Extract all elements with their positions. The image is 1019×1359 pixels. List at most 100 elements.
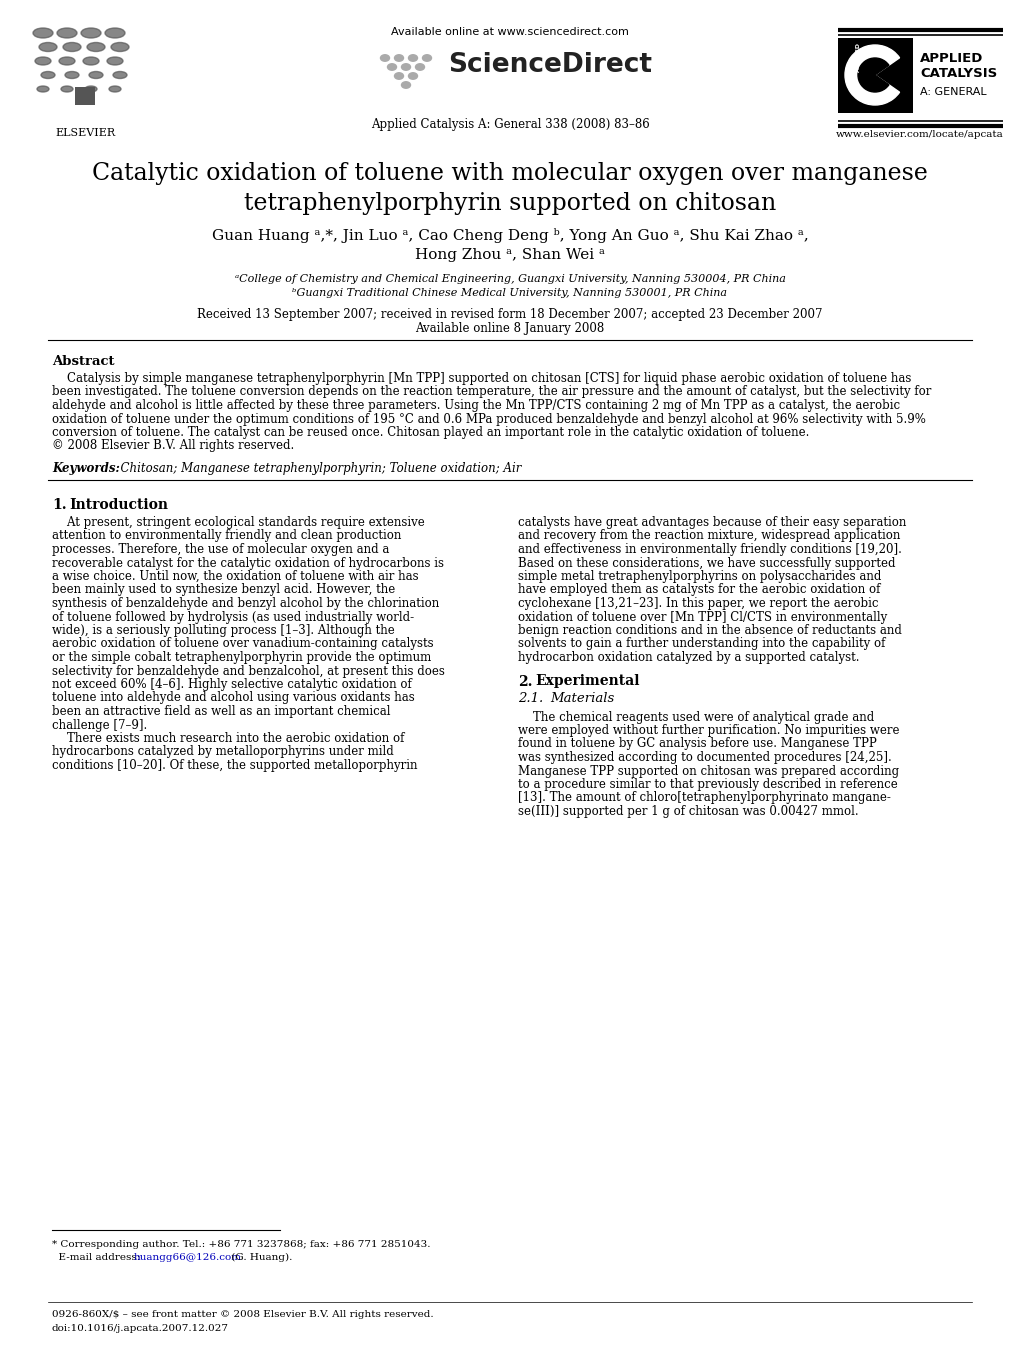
Ellipse shape (408, 73, 417, 79)
Text: APPLIED: APPLIED (855, 42, 860, 72)
Text: 0926-860X/$ – see front matter © 2008 Elsevier B.V. All rights reserved.: 0926-860X/$ – see front matter © 2008 El… (52, 1310, 433, 1320)
Text: cyclohexane [13,21–23]. In this paper, we report the aerobic: cyclohexane [13,21–23]. In this paper, w… (518, 597, 877, 610)
Ellipse shape (57, 29, 76, 38)
Text: E-mail address:: E-mail address: (52, 1253, 144, 1263)
Text: ᵇGuangxi Traditional Chinese Medical University, Nanning 530001, PR China: ᵇGuangxi Traditional Chinese Medical Uni… (292, 288, 727, 298)
Text: synthesis of benzaldehyde and benzyl alcohol by the chlorination: synthesis of benzaldehyde and benzyl alc… (52, 597, 439, 610)
Ellipse shape (65, 72, 78, 79)
Text: was synthesized according to documented procedures [24,25].: was synthesized according to documented … (518, 752, 891, 764)
Ellipse shape (41, 72, 55, 79)
Ellipse shape (415, 64, 424, 71)
Text: been investigated. The toluene conversion depends on the reaction temperature, t: been investigated. The toluene conversio… (52, 386, 930, 398)
Text: wide), is a seriously polluting process [1–3]. Although the: wide), is a seriously polluting process … (52, 624, 394, 637)
Ellipse shape (422, 54, 431, 61)
Text: not exceed 60% [4–6]. Highly selective catalytic oxidation of: not exceed 60% [4–6]. Highly selective c… (52, 678, 412, 690)
Wedge shape (857, 58, 888, 92)
Text: have employed them as catalysts for the aerobic oxidation of: have employed them as catalysts for the … (518, 583, 879, 597)
Text: processes. Therefore, the use of molecular oxygen and a: processes. Therefore, the use of molecul… (52, 544, 389, 556)
Text: ELSEVIER: ELSEVIER (55, 128, 115, 139)
Ellipse shape (35, 57, 51, 65)
Text: been an attractive field as well as an important chemical: been an attractive field as well as an i… (52, 705, 390, 718)
Text: Guan Huang ᵃ,*, Jin Luo ᵃ, Cao Cheng Deng ᵇ, Yong An Guo ᵃ, Shu Kai Zhao ᵃ,: Guan Huang ᵃ,*, Jin Luo ᵃ, Cao Cheng Den… (211, 228, 808, 243)
Wedge shape (844, 45, 899, 105)
Ellipse shape (401, 64, 410, 71)
Text: Experimental: Experimental (535, 674, 639, 689)
Ellipse shape (39, 42, 57, 52)
Ellipse shape (61, 86, 73, 92)
Ellipse shape (89, 72, 103, 79)
Text: www.elsevier.com/locate/apcata: www.elsevier.com/locate/apcata (836, 130, 1003, 139)
Ellipse shape (113, 72, 127, 79)
Text: a wise choice. Until now, the oxidation of toluene with air has: a wise choice. Until now, the oxidation … (52, 569, 418, 583)
Text: * Corresponding author. Tel.: +86 771 3237868; fax: +86 771 2851043.: * Corresponding author. Tel.: +86 771 32… (52, 1239, 430, 1249)
Text: and recovery from the reaction mixture, widespread application: and recovery from the reaction mixture, … (518, 530, 900, 542)
Ellipse shape (111, 42, 128, 52)
Text: Introduction: Introduction (69, 497, 168, 512)
Text: Abstract: Abstract (52, 355, 114, 368)
Ellipse shape (408, 54, 417, 61)
Text: ᵃCollege of Chemistry and Chemical Engineering, Guangxi University, Nanning 5300: ᵃCollege of Chemistry and Chemical Engin… (234, 275, 785, 284)
Ellipse shape (81, 29, 101, 38)
Ellipse shape (63, 42, 81, 52)
Text: ScienceDirect: ScienceDirect (447, 52, 651, 77)
Text: se(III)] supported per 1 g of chitosan was 0.00427 mmol.: se(III)] supported per 1 g of chitosan w… (518, 805, 858, 818)
Text: A: GENERAL: A: GENERAL (919, 87, 985, 96)
Text: hydrocarbon oxidation catalyzed by a supported catalyst.: hydrocarbon oxidation catalyzed by a sup… (518, 651, 859, 665)
Ellipse shape (87, 42, 105, 52)
Text: Available online at www.sciencedirect.com: Available online at www.sciencedirect.co… (390, 27, 629, 37)
Text: were employed without further purification. No impurities were: were employed without further purificati… (518, 724, 899, 737)
Text: to a procedure similar to that previously described in reference: to a procedure similar to that previousl… (518, 777, 897, 791)
Text: 1.: 1. (52, 497, 66, 512)
Text: Received 13 September 2007; received in revised form 18 December 2007; accepted : Received 13 September 2007; received in … (197, 308, 822, 321)
Text: or the simple cobalt tetraphenylporphyrin provide the optimum: or the simple cobalt tetraphenylporphyri… (52, 651, 431, 665)
Text: challenge [7–9].: challenge [7–9]. (52, 719, 147, 731)
Ellipse shape (387, 64, 396, 71)
FancyBboxPatch shape (75, 87, 95, 105)
Text: doi:10.1016/j.apcata.2007.12.027: doi:10.1016/j.apcata.2007.12.027 (52, 1324, 229, 1333)
Ellipse shape (83, 57, 99, 65)
Text: Chitosan; Manganese tetraphenylporphyrin; Toluene oxidation; Air: Chitosan; Manganese tetraphenylporphyrin… (113, 462, 521, 476)
Text: conditions [10–20]. Of these, the supported metalloporphyrin: conditions [10–20]. Of these, the suppor… (52, 758, 417, 772)
Ellipse shape (394, 54, 404, 61)
Ellipse shape (109, 86, 121, 92)
Text: Hong Zhou ᵃ, Shan Wei ᵃ: Hong Zhou ᵃ, Shan Wei ᵃ (415, 247, 604, 262)
Text: Catalytic oxidation of toluene with molecular oxygen over manganese: Catalytic oxidation of toluene with mole… (92, 162, 927, 185)
Ellipse shape (85, 86, 97, 92)
Text: found in toluene by GC analysis before use. Manganese TPP: found in toluene by GC analysis before u… (518, 738, 876, 750)
Text: At present, stringent ecological standards require extensive: At present, stringent ecological standar… (52, 516, 424, 529)
Text: oxidation of toluene under the optimum conditions of 195 °C and 0.6 MPa produced: oxidation of toluene under the optimum c… (52, 413, 925, 425)
Ellipse shape (401, 82, 410, 88)
Text: There exists much research into the aerobic oxidation of: There exists much research into the aero… (52, 733, 404, 745)
Text: aldehyde and alcohol is little affected by these three parameters. Using the Mn : aldehyde and alcohol is little affected … (52, 400, 899, 412)
Text: Catalysis by simple manganese tetraphenylporphyrin [Mn TPP] supported on chitosa: Catalysis by simple manganese tetrapheny… (52, 372, 911, 385)
Text: tetraphenylporphyrin supported on chitosan: tetraphenylporphyrin supported on chitos… (244, 192, 775, 215)
Text: Keywords:: Keywords: (52, 462, 120, 476)
Text: and effectiveness in environmentally friendly conditions [19,20].: and effectiveness in environmentally fri… (518, 544, 901, 556)
Text: conversion of toluene. The catalyst can be reused once. Chitosan played an impor: conversion of toluene. The catalyst can … (52, 425, 809, 439)
Text: Available online 8 January 2008: Available online 8 January 2008 (415, 322, 604, 336)
Text: Applied Catalysis A: General 338 (2008) 83–86: Applied Catalysis A: General 338 (2008) … (370, 118, 649, 130)
Text: 2.1.: 2.1. (518, 693, 543, 705)
Text: oxidation of toluene over [Mn TPP] Cl/CTS in environmentally: oxidation of toluene over [Mn TPP] Cl/CT… (518, 610, 887, 624)
Text: aerobic oxidation of toluene over vanadium-containing catalysts: aerobic oxidation of toluene over vanadi… (52, 637, 433, 651)
Text: attention to environmentally friendly and clean production: attention to environmentally friendly an… (52, 530, 401, 542)
Ellipse shape (59, 57, 75, 65)
Text: (G. Huang).: (G. Huang). (228, 1253, 292, 1263)
Text: Manganese TPP supported on chitosan was prepared according: Manganese TPP supported on chitosan was … (518, 765, 898, 777)
Text: catalysts have great advantages because of their easy separation: catalysts have great advantages because … (518, 516, 906, 529)
Text: toluene into aldehyde and alcohol using various oxidants has: toluene into aldehyde and alcohol using … (52, 692, 415, 704)
Text: huangg66@126.com: huangg66@126.com (133, 1253, 242, 1263)
Text: 2.: 2. (518, 674, 532, 689)
Text: Materials: Materials (549, 693, 613, 705)
Ellipse shape (37, 86, 49, 92)
Text: simple metal tretraphenylporphyrins on polysaccharides and: simple metal tretraphenylporphyrins on p… (518, 569, 880, 583)
Text: selectivity for benzaldehyde and benzalcohol, at present this does: selectivity for benzaldehyde and benzalc… (52, 665, 444, 678)
Ellipse shape (107, 57, 123, 65)
Text: benign reaction conditions and in the absence of reductants and: benign reaction conditions and in the ab… (518, 624, 901, 637)
Ellipse shape (105, 29, 125, 38)
Text: Based on these considerations, we have successfully supported: Based on these considerations, we have s… (518, 556, 895, 569)
FancyBboxPatch shape (35, 24, 135, 120)
Ellipse shape (394, 73, 404, 79)
Text: hydrocarbons catalyzed by metalloporphyrins under mild: hydrocarbons catalyzed by metalloporphyr… (52, 746, 393, 758)
Ellipse shape (380, 54, 389, 61)
